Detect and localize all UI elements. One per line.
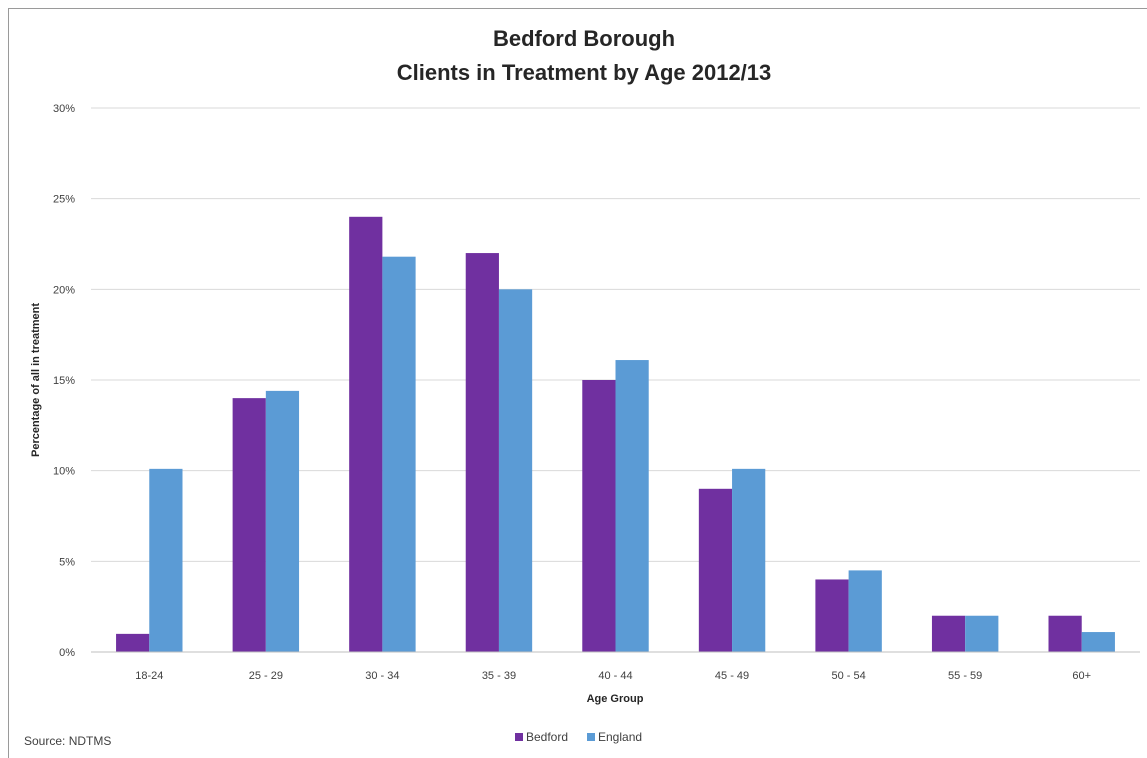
- bar-bedford: [232, 398, 266, 652]
- bar-bedford: [931, 615, 966, 652]
- x-axis-label: Age Group: [587, 693, 644, 705]
- bar-bedford: [815, 579, 849, 652]
- legend-label: England: [598, 730, 642, 744]
- y-tick-label: 5%: [59, 556, 75, 568]
- x-tick-label: 25 - 29: [249, 670, 283, 682]
- bar-bedford: [698, 488, 733, 652]
- chart-title: Bedford Borough: [493, 26, 675, 51]
- y-tick-label: 25%: [53, 194, 75, 206]
- bar-bedford: [349, 216, 383, 653]
- source-note: Source: NDTMS: [24, 734, 111, 748]
- y-axis-label: Percentage of all in treatment: [30, 303, 42, 457]
- legend-label: Bedford: [526, 730, 568, 744]
- x-axis-ticks: 18-24 25 - 29 30 - 34 35 - 39 40 - 44 45 - 49…: [135, 670, 1091, 682]
- bar-england: [1081, 632, 1115, 652]
- y-tick-label: 30%: [53, 103, 75, 115]
- bar-england: [965, 615, 999, 652]
- bar-bedford: [582, 380, 616, 652]
- bar-england: [848, 570, 882, 652]
- y-tick-label: 0%: [59, 647, 75, 659]
- legend-swatch: [587, 733, 595, 741]
- y-tick-label: 15%: [53, 375, 75, 387]
- bar-england: [615, 360, 649, 652]
- x-tick-label: 40 - 44: [598, 670, 632, 682]
- chart-subtitle: Clients in Treatment by Age 2012/13: [397, 60, 772, 85]
- x-tick-label: 50 - 54: [831, 670, 865, 682]
- y-axis-ticks: 0% 5% 10% 15% 20% 25% 30%: [53, 103, 75, 659]
- x-tick-label: 45 - 49: [715, 670, 749, 682]
- x-tick-label: 35 - 39: [482, 670, 516, 682]
- bar-bedford: [1048, 615, 1082, 652]
- bar-england: [149, 468, 183, 652]
- x-tick-label: 18-24: [135, 670, 163, 682]
- y-tick-label: 10%: [53, 466, 75, 478]
- bar-bedford: [116, 633, 150, 652]
- x-tick-label: 60+: [1072, 670, 1091, 682]
- bars: [116, 216, 1115, 653]
- bar-bedford: [465, 253, 499, 653]
- y-tick-label: 20%: [53, 284, 75, 296]
- legend: Bedford England: [515, 730, 642, 744]
- legend-swatch: [515, 733, 523, 741]
- x-tick-label: 55 - 59: [948, 670, 982, 682]
- bar-england: [382, 256, 416, 652]
- bar-england: [265, 390, 300, 652]
- bar-england: [732, 468, 766, 652]
- bar-england: [498, 289, 533, 652]
- x-tick-label: 30 - 34: [365, 670, 399, 682]
